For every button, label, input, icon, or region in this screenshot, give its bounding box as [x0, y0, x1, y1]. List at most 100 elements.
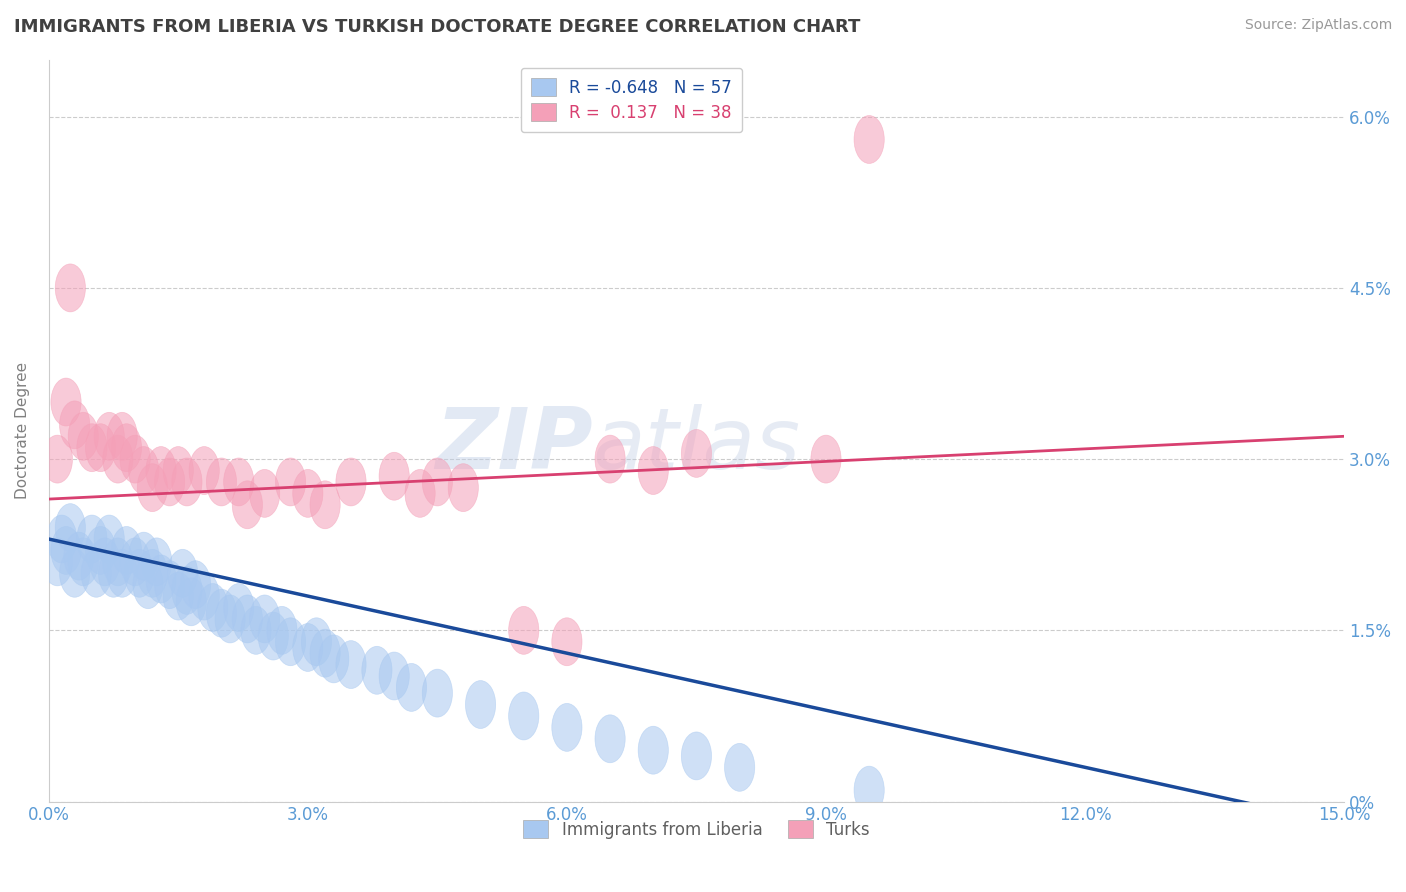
- Ellipse shape: [292, 469, 323, 517]
- Ellipse shape: [77, 515, 107, 563]
- Ellipse shape: [405, 469, 436, 517]
- Ellipse shape: [46, 515, 77, 563]
- Ellipse shape: [292, 624, 323, 672]
- Ellipse shape: [138, 464, 167, 512]
- Ellipse shape: [449, 464, 478, 512]
- Ellipse shape: [319, 635, 349, 683]
- Ellipse shape: [67, 412, 98, 460]
- Ellipse shape: [309, 481, 340, 529]
- Ellipse shape: [396, 664, 426, 712]
- Ellipse shape: [172, 458, 202, 506]
- Ellipse shape: [111, 526, 142, 574]
- Ellipse shape: [42, 435, 73, 483]
- Ellipse shape: [142, 538, 172, 586]
- Ellipse shape: [276, 458, 305, 506]
- Ellipse shape: [103, 435, 134, 483]
- Ellipse shape: [595, 714, 626, 763]
- Ellipse shape: [107, 412, 138, 460]
- Ellipse shape: [172, 566, 202, 615]
- Ellipse shape: [232, 595, 263, 643]
- Ellipse shape: [180, 561, 211, 608]
- Ellipse shape: [240, 607, 271, 655]
- Ellipse shape: [107, 549, 138, 598]
- Ellipse shape: [55, 264, 86, 312]
- Ellipse shape: [188, 447, 219, 494]
- Ellipse shape: [103, 538, 134, 586]
- Ellipse shape: [853, 116, 884, 163]
- Ellipse shape: [51, 378, 82, 426]
- Ellipse shape: [724, 743, 755, 791]
- Ellipse shape: [155, 458, 184, 506]
- Ellipse shape: [82, 549, 111, 598]
- Ellipse shape: [422, 669, 453, 717]
- Ellipse shape: [811, 435, 841, 483]
- Ellipse shape: [163, 572, 194, 620]
- Text: Source: ZipAtlas.com: Source: ZipAtlas.com: [1244, 18, 1392, 32]
- Ellipse shape: [167, 549, 198, 598]
- Ellipse shape: [380, 652, 409, 700]
- Ellipse shape: [146, 555, 176, 603]
- Ellipse shape: [94, 515, 124, 563]
- Ellipse shape: [111, 424, 142, 472]
- Ellipse shape: [207, 458, 236, 506]
- Ellipse shape: [188, 572, 219, 620]
- Ellipse shape: [51, 526, 82, 574]
- Ellipse shape: [509, 607, 538, 655]
- Ellipse shape: [267, 607, 297, 655]
- Ellipse shape: [309, 629, 340, 677]
- Ellipse shape: [59, 549, 90, 598]
- Ellipse shape: [224, 583, 254, 632]
- Ellipse shape: [55, 504, 86, 551]
- Ellipse shape: [134, 561, 163, 608]
- Ellipse shape: [90, 538, 120, 586]
- Ellipse shape: [59, 401, 90, 449]
- Ellipse shape: [638, 447, 668, 494]
- Ellipse shape: [224, 458, 254, 506]
- Ellipse shape: [63, 533, 94, 580]
- Ellipse shape: [198, 583, 228, 632]
- Ellipse shape: [595, 435, 626, 483]
- Ellipse shape: [86, 526, 115, 574]
- Text: atlas: atlas: [593, 404, 801, 487]
- Ellipse shape: [551, 704, 582, 751]
- Y-axis label: Doctorate Degree: Doctorate Degree: [15, 362, 30, 500]
- Text: ZIP: ZIP: [436, 404, 593, 487]
- Ellipse shape: [215, 595, 245, 643]
- Ellipse shape: [67, 538, 98, 586]
- Ellipse shape: [276, 618, 305, 665]
- Ellipse shape: [336, 640, 366, 689]
- Ellipse shape: [98, 549, 128, 598]
- Ellipse shape: [336, 458, 366, 506]
- Ellipse shape: [853, 766, 884, 814]
- Ellipse shape: [155, 561, 184, 608]
- Ellipse shape: [128, 533, 159, 580]
- Ellipse shape: [86, 424, 115, 472]
- Ellipse shape: [176, 578, 207, 626]
- Ellipse shape: [207, 590, 236, 637]
- Ellipse shape: [120, 435, 150, 483]
- Ellipse shape: [551, 618, 582, 665]
- Ellipse shape: [301, 618, 332, 665]
- Ellipse shape: [249, 469, 280, 517]
- Ellipse shape: [249, 595, 280, 643]
- Ellipse shape: [380, 452, 409, 500]
- Ellipse shape: [422, 458, 453, 506]
- Ellipse shape: [163, 447, 194, 494]
- Ellipse shape: [77, 424, 107, 472]
- Ellipse shape: [361, 647, 392, 694]
- Ellipse shape: [120, 538, 150, 586]
- Ellipse shape: [94, 412, 124, 460]
- Ellipse shape: [146, 447, 176, 494]
- Ellipse shape: [682, 429, 711, 477]
- Ellipse shape: [465, 681, 496, 729]
- Ellipse shape: [124, 549, 155, 598]
- Ellipse shape: [138, 549, 167, 598]
- Ellipse shape: [638, 726, 668, 774]
- Legend: Immigrants from Liberia, Turks: Immigrants from Liberia, Turks: [517, 814, 876, 846]
- Ellipse shape: [42, 538, 73, 586]
- Text: IMMIGRANTS FROM LIBERIA VS TURKISH DOCTORATE DEGREE CORRELATION CHART: IMMIGRANTS FROM LIBERIA VS TURKISH DOCTO…: [14, 18, 860, 36]
- Ellipse shape: [259, 612, 288, 660]
- Ellipse shape: [682, 732, 711, 780]
- Ellipse shape: [232, 481, 263, 529]
- Ellipse shape: [128, 447, 159, 494]
